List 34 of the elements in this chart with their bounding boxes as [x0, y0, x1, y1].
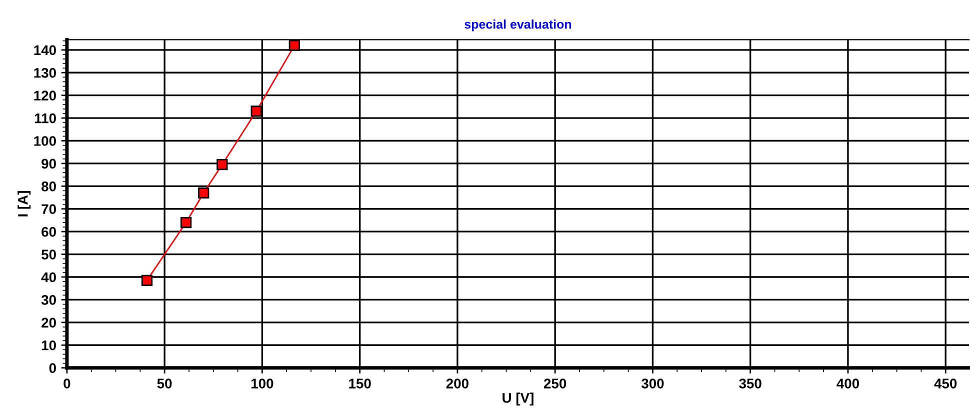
y-tick-label: 80	[42, 182, 56, 192]
x-axis-title: U [V]	[502, 392, 534, 406]
y-tick-label: 110	[34, 113, 56, 124]
x-tick-label: 250	[544, 378, 566, 388]
point	[216, 159, 228, 170]
x-tick-label: 0	[64, 378, 70, 388]
x-tick-label: 400	[836, 378, 859, 388]
x-tick-label: 300	[641, 378, 664, 388]
y-tick-label: 10	[42, 340, 56, 350]
y-tick-label: 100	[34, 136, 56, 146]
point	[250, 106, 262, 117]
x-tick-label: 350	[739, 378, 762, 388]
y-tick-label: 140	[34, 45, 56, 56]
y-tick-label: 30	[41, 295, 56, 305]
x-tick-label: 150	[349, 378, 371, 388]
x-tick-label: 200	[446, 378, 468, 388]
chart-title: special evaluation	[464, 20, 572, 32]
x-tick-label: 50	[157, 378, 172, 388]
y-tick-label: 70	[42, 204, 56, 214]
x-tick-label: 450	[934, 378, 957, 388]
y-tick-label: 20	[42, 318, 56, 328]
point	[198, 187, 210, 199]
y-tick-label: 50	[41, 250, 56, 260]
x-tick-label: 100	[251, 378, 274, 388]
y-tick-label: 40	[41, 272, 56, 282]
point	[141, 274, 153, 286]
y-tick-label: 120	[34, 90, 56, 101]
y-tick-label: 0	[49, 363, 56, 374]
y-tick-label: 130	[34, 68, 56, 78]
y-axis-title: I [A]	[18, 191, 31, 216]
point	[180, 216, 192, 228]
y-tick-label: 90	[42, 158, 56, 169]
y-tick-label: 60	[42, 226, 56, 237]
point	[288, 40, 300, 51]
